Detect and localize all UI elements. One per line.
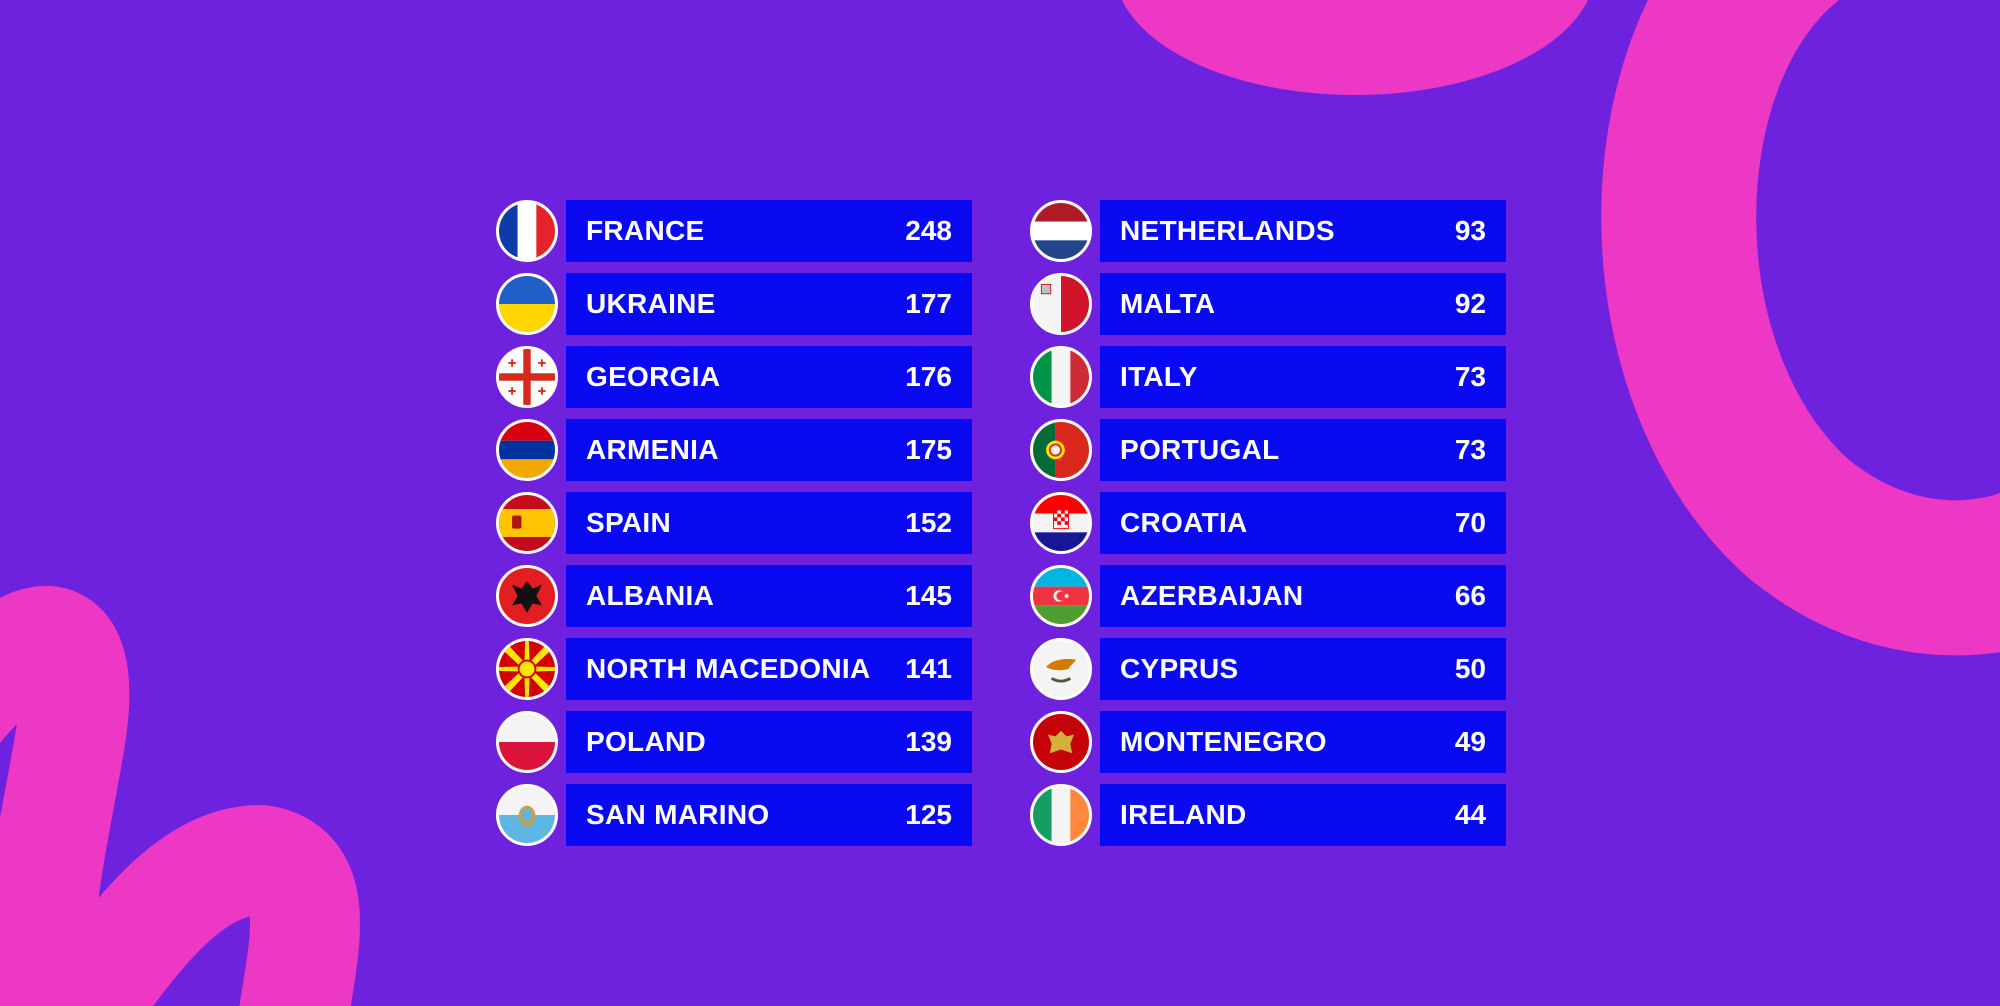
italy-flag-icon: [1030, 346, 1092, 408]
country-name: FRANCE: [586, 215, 705, 246]
list-item: ITALY 73: [1030, 346, 1534, 408]
score-bar: UKRAINE 177: [566, 273, 972, 335]
points-value: 73: [1454, 434, 1486, 465]
score-bar: ITALY 73: [1100, 346, 1506, 408]
points-value: 49: [1454, 726, 1486, 757]
country-name: UKRAINE: [586, 288, 716, 319]
list-item: NETHERLANDS 93: [1030, 200, 1534, 262]
score-bar: NORTH MACEDONIA 141: [566, 638, 972, 700]
netherlands-flag-icon: [1030, 200, 1092, 262]
points-value: 141: [905, 653, 952, 684]
score-bar: POLAND 139: [566, 711, 972, 773]
list-item: AZERBAIJAN 66: [1030, 565, 1534, 627]
san-marino-flag-icon: [496, 784, 558, 846]
scoreboard-left: FRANCE 248 UKRAINE 177 GEORGIA 176: [496, 200, 1000, 857]
list-item: POLAND 139: [496, 711, 1000, 773]
score-bar: CROATIA 70: [1100, 492, 1506, 554]
list-item: IRELAND 44: [1030, 784, 1534, 846]
points-value: 50: [1454, 653, 1486, 684]
list-item: SPAIN 152: [496, 492, 1000, 554]
points-value: 139: [905, 726, 952, 757]
list-item: NORTH MACEDONIA 141: [496, 638, 1000, 700]
points-value: 70: [1454, 507, 1486, 538]
list-item: CROATIA 70: [1030, 492, 1534, 554]
country-name: ALBANIA: [586, 580, 715, 611]
malta-flag-icon: [1030, 273, 1092, 335]
score-bar: PORTUGAL 73: [1100, 419, 1506, 481]
score-bar: SAN MARINO 125: [566, 784, 972, 846]
azerbaijan-flag-icon: [1030, 565, 1092, 627]
points-value: 93: [1454, 215, 1486, 246]
score-bar: MONTENEGRO 49: [1100, 711, 1506, 773]
score-bar: ALBANIA 145: [566, 565, 972, 627]
points-value: 248: [905, 215, 952, 246]
score-bar: FRANCE 248: [566, 200, 972, 262]
points-value: 152: [905, 507, 952, 538]
score-bar: GEORGIA 176: [566, 346, 972, 408]
list-item: PORTUGAL 73: [1030, 419, 1534, 481]
list-item: MONTENEGRO 49: [1030, 711, 1534, 773]
list-item: MALTA 92: [1030, 273, 1534, 335]
score-bar: AZERBAIJAN 66: [1100, 565, 1506, 627]
country-name: POLAND: [586, 726, 707, 757]
spain-flag-icon: [496, 492, 558, 554]
list-item: UKRAINE 177: [496, 273, 1000, 335]
france-flag-icon: [496, 200, 558, 262]
poland-flag-icon: [496, 711, 558, 773]
ireland-flag-icon: [1030, 784, 1092, 846]
country-name: IRELAND: [1120, 799, 1247, 830]
list-item: SAN MARINO 125: [496, 784, 1000, 846]
points-value: 177: [905, 288, 952, 319]
score-bar: MALTA 92: [1100, 273, 1506, 335]
scoreboard-right: NETHERLANDS 93 MALTA 92 ITALY 73 PORTUGA…: [1030, 200, 1534, 857]
score-bar: ARMENIA 175: [566, 419, 972, 481]
list-item: ARMENIA 175: [496, 419, 1000, 481]
score-bar: CYPRUS 50: [1100, 638, 1506, 700]
list-item: ALBANIA 145: [496, 565, 1000, 627]
score-bar: NETHERLANDS 93: [1100, 200, 1506, 262]
country-name: GEORGIA: [586, 361, 721, 392]
list-item: GEORGIA 176: [496, 346, 1000, 408]
country-name: CYPRUS: [1120, 653, 1239, 684]
albania-flag-icon: [496, 565, 558, 627]
points-value: 125: [905, 799, 952, 830]
points-value: 92: [1454, 288, 1486, 319]
points-value: 175: [905, 434, 952, 465]
country-name: PORTUGAL: [1120, 434, 1280, 465]
country-name: MONTENEGRO: [1120, 726, 1327, 757]
country-name: ARMENIA: [586, 434, 719, 465]
country-name: NETHERLANDS: [1120, 215, 1335, 246]
country-name: ITALY: [1120, 361, 1198, 392]
north-macedonia-flag-icon: [496, 638, 558, 700]
list-item: FRANCE 248: [496, 200, 1000, 262]
country-name: MALTA: [1120, 288, 1216, 319]
montenegro-flag-icon: [1030, 711, 1092, 773]
croatia-flag-icon: [1030, 492, 1092, 554]
georgia-flag-icon: [496, 346, 558, 408]
points-value: 176: [905, 361, 952, 392]
points-value: 73: [1454, 361, 1486, 392]
ukraine-flag-icon: [496, 273, 558, 335]
country-name: CROATIA: [1120, 507, 1248, 538]
portugal-flag-icon: [1030, 419, 1092, 481]
list-item: CYPRUS 50: [1030, 638, 1534, 700]
cyprus-flag-icon: [1030, 638, 1092, 700]
armenia-flag-icon: [496, 419, 558, 481]
points-value: 44: [1454, 799, 1486, 830]
country-name: NORTH MACEDONIA: [586, 653, 871, 684]
country-name: AZERBAIJAN: [1120, 580, 1304, 611]
score-bar: IRELAND 44: [1100, 784, 1506, 846]
points-value: 66: [1454, 580, 1486, 611]
score-bar: SPAIN 152: [566, 492, 972, 554]
country-name: SAN MARINO: [586, 799, 770, 830]
points-value: 145: [905, 580, 952, 611]
country-name: SPAIN: [586, 507, 671, 538]
